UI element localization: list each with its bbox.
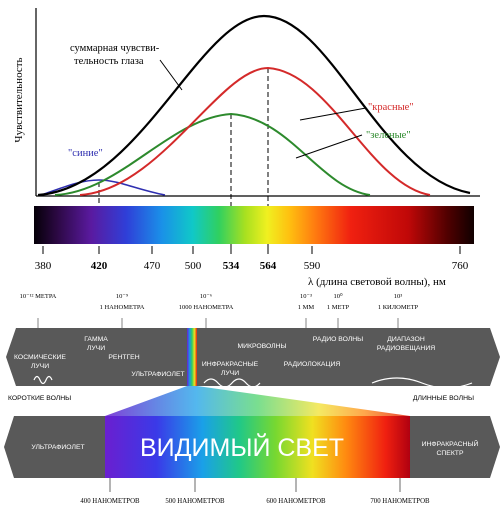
wavelength-axis-label: λ (длина световой волны), нм: [308, 276, 446, 288]
em-scale-label-4: 10⁰: [333, 292, 343, 300]
em-scale-sublabel-3: 1 ММ: [298, 304, 315, 311]
em-scale-label-0: 10⁻¹² МЕТРА: [20, 293, 57, 300]
band-ir-2: ЛУЧИ: [221, 370, 239, 377]
band-ir-1: ИНФРАКРАСНЫЕ: [202, 361, 259, 368]
green-curve-label: "зеленые": [366, 130, 411, 141]
short-waves-label: КОРОТКИЕ ВОЛНЫ: [8, 395, 71, 402]
wavelength-tick-label-5: 564: [260, 260, 277, 272]
y-axis-label: Чувствительность: [13, 57, 25, 142]
visible-ticks: 400 НАНОМЕТРОВ 500 НАНОМЕТРОВ 600 НАНОМЕТР…: [80, 478, 430, 505]
visible-slit: [187, 328, 197, 386]
red-curve-label: "красные": [368, 102, 414, 113]
red-curve-pointer: [299, 107, 367, 121]
em-scale-label-2: 10⁻⁶: [200, 293, 212, 300]
blue-curve-label: "синие": [68, 148, 103, 159]
green-curve-pointer: [295, 134, 363, 159]
wavelength-tick-label-6: 590: [304, 260, 321, 272]
blue-curve: [43, 179, 166, 196]
band-cosmic-1: КОСМИЧЕСКИЕ: [14, 354, 66, 361]
visible-ir-1: ИНФРАКРАСНЫЙ: [422, 439, 479, 448]
em-scale-sublabel-4: 1 МЕТР: [327, 304, 350, 311]
long-waves-label: ДЛИННЫЕ ВОЛНЫ: [413, 395, 474, 402]
em-scale-sublabel-5: 1 КИЛОМЕТР: [378, 304, 419, 311]
wavelength-tick-label-1: 420: [91, 260, 108, 272]
wavelength-spectrum-bar: [34, 206, 474, 244]
em-scale-label-5: 10³: [394, 293, 403, 300]
wavelength-tick-label-2: 470: [144, 260, 161, 272]
visible-tick-label-1: 500 НАНОМЕТРОВ: [165, 498, 225, 505]
wavelength-tick-label-0: 380: [35, 260, 52, 272]
green-curve: [54, 112, 371, 196]
em-scale-label-1: 10⁻⁹: [116, 293, 129, 300]
band-xray: РЕНТГЕН: [108, 354, 139, 361]
total-curve-caption-1: суммарная чувстви-: [70, 43, 160, 54]
em-band: [6, 328, 500, 386]
band-micro: МИКРОВОЛНЫ: [237, 343, 286, 350]
visible-tick-label-3: 700 НАНОМЕТРОВ: [370, 498, 430, 505]
visible-tick-label-0: 400 НАНОМЕТРОВ: [80, 498, 140, 505]
band-cosmic-2: ЛУЧИ: [31, 363, 49, 370]
short-wave-icon: [33, 375, 53, 385]
em-scale-label-3: 10⁻³: [300, 293, 312, 300]
band-uv: УЛЬТРАФИОЛЕТ: [131, 371, 184, 378]
sensitivity-chart: Чувствительность суммарная чувстви- тель…: [13, 8, 480, 248]
wavelength-tick-label-7: 760: [452, 260, 469, 272]
total-curve-caption-2: тельность глаза: [74, 56, 144, 67]
band-broadcast-2: РАДИОВЕЩАНИЯ: [377, 345, 435, 352]
total-curve-pointer: [159, 59, 183, 91]
band-broadcast-1: ДИАПАЗОН: [387, 336, 425, 343]
em-scale-sublabel-1: 1 НАНОМЕТРА: [100, 304, 145, 311]
band-gamma-2: ЛУЧИ: [87, 345, 105, 352]
band-gamma-1: ГАММА: [84, 336, 108, 343]
em-scale: 10⁻¹² МЕТРА 10⁻⁹ 1 НАНОМЕТРА 10⁻⁶ 1000 НАНОМ…: [20, 292, 419, 330]
visible-tick-label-2: 600 НАНОМЕТРОВ: [266, 498, 326, 505]
em-spectrum: 10⁻¹² МЕТРА 10⁻⁹ 1 НАНОМЕТРА 10⁻⁶ 1000 НАНОМ…: [6, 292, 500, 402]
visible-ir-2: СПЕКТР: [437, 450, 464, 457]
em-scale-sublabel-2: 1000 НАНОМЕТРА: [179, 304, 234, 311]
red-curve: [79, 66, 431, 196]
visible-uv-label: УЛЬТРАФИОЛЕТ: [31, 444, 84, 451]
band-radio: РАДИО ВОЛНЫ: [313, 336, 363, 343]
wavelength-axis: 380 420 470 500 534 564 590 760: [35, 246, 469, 272]
wavelength-tick-label-4: 534: [223, 260, 240, 272]
wavelength-tick-label-3: 500: [185, 260, 202, 272]
long-wave-icon: [371, 377, 473, 389]
band-radar: РАДИОЛОКАЦИЯ: [284, 361, 341, 368]
ir-wave-icon: [203, 378, 261, 388]
visible-band-gradient: [105, 416, 410, 478]
total-curve: [37, 14, 471, 197]
dispersion-fan: [105, 386, 410, 416]
visible-title: ВИДИМЫЙ СВЕТ: [140, 432, 344, 462]
visible-light: УЛЬТРАФИОЛЕТ ВИДИМЫЙ СВЕТ ИНФРАКРАСНЫЙ С…: [4, 386, 500, 505]
